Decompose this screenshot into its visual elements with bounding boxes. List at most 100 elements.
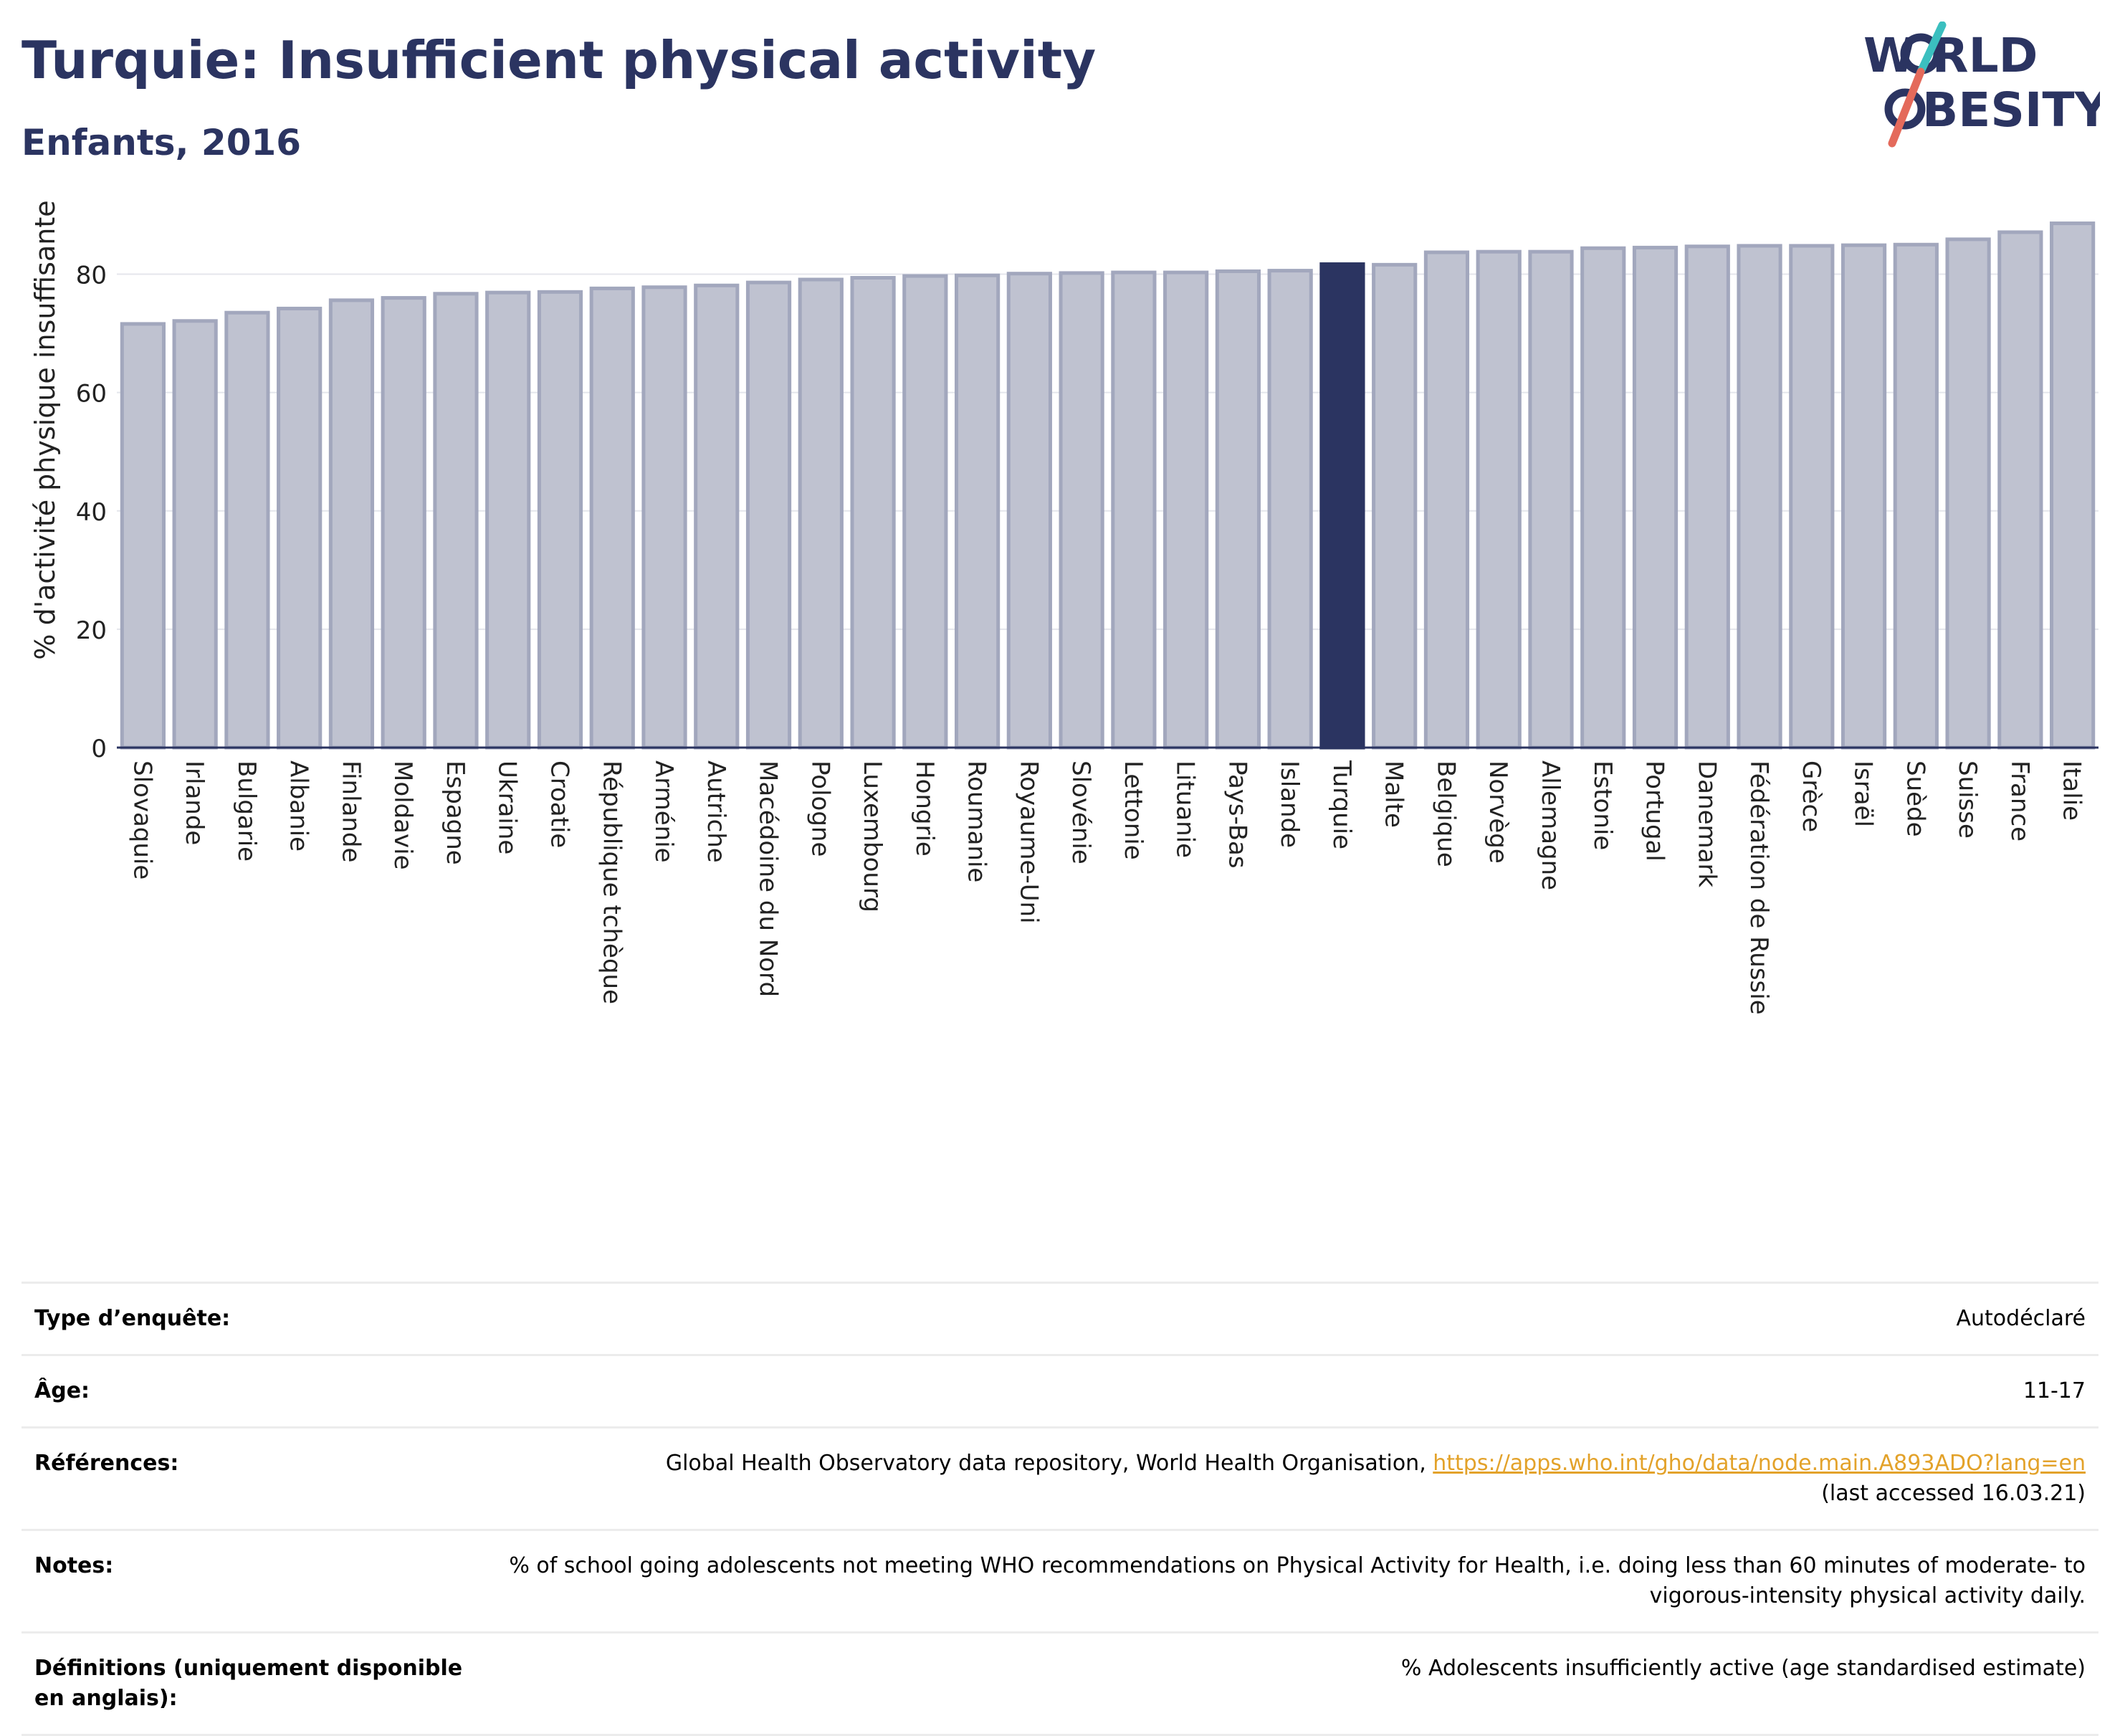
bar (1840, 243, 1887, 750)
x-tick-label: Luxembourg (858, 760, 887, 912)
reference-link[interactable]: https://apps.who.int/gho/data/node.main.… (1433, 1451, 2086, 1476)
bar (328, 298, 375, 750)
x-tick-label: Macédoine du Nord (754, 760, 783, 997)
reference-accessed: (last accessed 16.03.21) (1821, 1481, 2086, 1506)
bar (589, 286, 635, 750)
x-tick-label: Danemark (1692, 760, 1721, 887)
x-tick-label: Arménie (649, 760, 678, 863)
x-axis: Slovaquie Irlande Bulgarie Albanie Finlande M… (117, 746, 2098, 1015)
logo-slash-teal (1916, 22, 1947, 76)
bar (120, 322, 166, 750)
bar-chart: 0 20 40 60 80 Slovaquie Irlande Bulgarie Albani… (29, 200, 2098, 1015)
x-tick-label: Pologne (806, 760, 834, 857)
x-tick-label: Roumanie (963, 760, 991, 882)
bar (224, 310, 270, 750)
info-label: Références: (34, 1451, 179, 1476)
x-tick-label: Islande (1275, 760, 1304, 848)
info-row-notes: Notes: % of school going adolescents not… (22, 1530, 2098, 1633)
bar (1737, 244, 1782, 750)
bar (381, 296, 426, 750)
info-value: % of school going adolescents not meetin… (509, 1553, 2086, 1608)
x-tick-label: Portugal (1641, 760, 1669, 862)
x-tick-label: Estonie (1588, 760, 1617, 850)
x-tick-label: Royaume-Uni (1014, 760, 1043, 924)
info-label: Âge: (34, 1378, 90, 1403)
x-tick-label: Grèce (1797, 760, 1825, 832)
chart-title: Turquie: Insufficient physical activity (22, 30, 1097, 90)
bar (1528, 249, 1574, 750)
info-value: 11-17 (2023, 1378, 2086, 1403)
bar (537, 290, 583, 750)
x-tick-label: Hongrie (910, 760, 939, 857)
x-tick-label: Espagne (441, 760, 469, 865)
bar (1111, 270, 1157, 750)
bar (1423, 250, 1470, 750)
logo-o-lower (1884, 88, 1926, 130)
bars (120, 221, 2096, 750)
bar (954, 273, 1001, 750)
info-value: Global Health Observatory data repositor… (492, 1428, 2098, 1530)
y-tick-label: 60 (76, 380, 107, 409)
x-tick-label: Albanie (285, 760, 313, 852)
x-tick-label: Croatie (545, 760, 573, 848)
logo-slash-coral (1888, 67, 1925, 148)
logo-line-2: BESITY (1922, 82, 2100, 138)
x-tick-label: Norvège (1484, 760, 1512, 864)
bar (798, 277, 844, 750)
reference-text: Global Health Observatory data repositor… (665, 1451, 1433, 1476)
bar (745, 280, 792, 750)
x-tick-label: Suisse (1953, 760, 1982, 839)
bar (1997, 230, 2043, 750)
bar (2050, 221, 2096, 750)
x-tick-label: République tchèque (597, 760, 626, 1004)
info-row-survey-type: Type d’enquête: Autodéclaré (22, 1282, 2098, 1355)
x-tick-label: Bulgarie (232, 760, 261, 862)
bar (1163, 270, 1209, 750)
bar (1789, 244, 1835, 750)
bar (1893, 242, 1939, 750)
y-axis-label: % d'activité physique insuffisante (29, 200, 61, 659)
y-tick-label: 80 (76, 262, 107, 290)
x-tick-label: Autriche (702, 760, 730, 863)
y-axis: 0 20 40 60 80 (76, 262, 107, 763)
x-tick-label: Israël (1849, 760, 1878, 827)
bar (902, 274, 948, 750)
x-tick-label: France (2005, 760, 2034, 841)
logo-line-1: W RLD (1863, 28, 2038, 83)
bar (1476, 249, 1522, 750)
x-tick-label: Moldavie (388, 760, 417, 870)
x-tick-label: Slovaquie (128, 760, 156, 879)
info-row-age: Âge: 11-17 (22, 1355, 2098, 1428)
x-tick-label: Allemagne (1536, 760, 1565, 890)
x-tick-label: Finlande (336, 760, 365, 862)
x-tick-label: Fédération de Russie (1744, 760, 1773, 1015)
y-tick-label: 20 (76, 616, 107, 645)
x-tick-label: Malte (1380, 760, 1408, 828)
chart-subtitle: Enfants, 2016 (22, 122, 302, 163)
x-tick-label: Belgique (1431, 760, 1460, 867)
x-tick-label: Irlande (180, 760, 209, 845)
world-obesity-logo: W RLD BESITY (1863, 22, 2100, 148)
info-value: Autodéclaré (1956, 1306, 2086, 1331)
y-tick-label: 40 (76, 498, 107, 527)
x-tick-label: Lettonie (1119, 760, 1147, 860)
bar (1684, 244, 1730, 750)
x-tick-label: Lituanie (1171, 760, 1200, 858)
x-tick-label: Slovénie (1066, 760, 1095, 864)
x-tick-label: Suède (1901, 760, 1929, 837)
x-tick-label: Turquie (1327, 760, 1356, 849)
bar (850, 276, 896, 750)
bar (1006, 272, 1052, 750)
bar (1580, 246, 1626, 750)
x-tick-label: Pays-Bas (1223, 760, 1251, 869)
bar (1372, 262, 1418, 750)
info-label: Définitions (uniquement disponible en an… (34, 1656, 463, 1711)
bar (485, 290, 531, 750)
info-value: % Adolescents insufficiently active (age… (1400, 1656, 2086, 1681)
info-label: Type d’enquête: (34, 1306, 231, 1331)
bar-highlighted (1319, 262, 1365, 750)
info-label: Notes: (34, 1553, 114, 1578)
info-row-definitions: Définitions (uniquement disponible en an… (22, 1632, 2098, 1735)
bar (1945, 237, 1991, 750)
bar (694, 283, 740, 750)
